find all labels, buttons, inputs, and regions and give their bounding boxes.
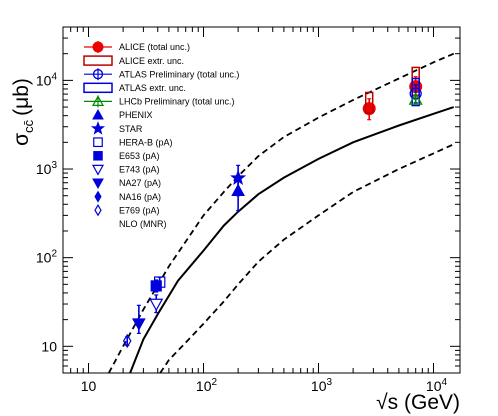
y-axis-title-unit: (μb) [10, 78, 33, 116]
data-point [149, 294, 164, 314]
x-axis-ticks: 10 102 103 104 [62, 27, 448, 394]
y-tick-label: 10 [41, 338, 57, 354]
legend-item: LHCb Preliminary (total unc.) [84, 95, 235, 108]
legend-item: E743 (pA) [91, 164, 160, 176]
y-tick-label: 102 [36, 249, 58, 266]
plot-area: 10 102 103 104 10 102 103 104 [36, 26, 461, 394]
y-axis-title-sub: cc̄ [21, 119, 36, 133]
curve-nlo-upper [108, 52, 455, 374]
legend-swatch [92, 41, 104, 53]
x-tick-label: 10 [81, 378, 97, 394]
x-tick-label: 102 [196, 377, 218, 394]
legend-item: ALICE extr. unc. [83, 55, 184, 66]
legend-swatch [83, 55, 113, 66]
data-point [230, 164, 247, 197]
data-point [364, 91, 374, 114]
curves-layer [108, 52, 455, 374]
y-axis-title-main: σ [10, 133, 33, 146]
y-tick-label: 104 [36, 71, 58, 88]
legend-label: NA27 (pA) [119, 178, 161, 188]
legend-item: NA27 (pA) [92, 178, 161, 190]
marker [122, 333, 132, 349]
legend-swatch [94, 204, 102, 217]
legend-swatch [90, 121, 106, 135]
legend-item: E653 (pA) [93, 151, 160, 161]
points-layer [122, 66, 423, 349]
plot-frame [62, 26, 461, 374]
legend-swatch [93, 151, 103, 161]
marker [149, 298, 164, 312]
legend-label: ATLAS extr. unc. [119, 83, 186, 93]
extrapolation-box [411, 77, 420, 107]
legend-label: E769 (pA) [119, 205, 160, 215]
marker [150, 280, 162, 292]
marker [230, 169, 247, 185]
legend-label: ATLAS Preliminary (total unc.) [119, 69, 239, 79]
legend-label: E653 (pA) [119, 151, 160, 161]
legend-item: NLO (MNR) [119, 219, 167, 229]
legend-swatch [91, 95, 105, 107]
legend-swatch [94, 190, 102, 203]
y-axis-ticks: 10 102 103 104 [36, 26, 460, 374]
extrapolation-box [364, 91, 374, 114]
legend-label: ALICE (total unc.) [119, 42, 190, 52]
legend-swatch [91, 164, 105, 176]
legend-swatch [92, 178, 104, 190]
marker [132, 318, 146, 331]
legend-label: HERA-B (pA) [119, 137, 173, 147]
y-axis-title: σcc̄ (μb) [10, 78, 36, 146]
legend-label: LHCb Preliminary (total unc.) [119, 97, 235, 107]
legend-label: STAR [119, 124, 143, 134]
legend-label: PHENIX [119, 110, 153, 120]
y-tick-label: 103 [36, 160, 58, 177]
legend-item: E769 (pA) [94, 204, 160, 217]
legend-item: ATLAS Preliminary (total unc.) [84, 68, 239, 81]
data-point [411, 77, 420, 107]
legend-label: E743 (pA) [119, 165, 160, 175]
legend-label: ALICE extr. unc. [119, 56, 184, 66]
legend: ALICE (total unc.) ALICE extr. unc. ATLAS … [83, 41, 239, 229]
x-tick-label: 103 [311, 377, 333, 394]
legend-item: HERA-B (pA) [93, 137, 173, 148]
marker [408, 92, 423, 105]
legend-swatch [92, 69, 104, 80]
legend-swatch [83, 82, 113, 94]
legend-swatch [93, 137, 103, 148]
legend-item: ALICE (total unc.) [84, 41, 190, 53]
legend-item: PHENIX [92, 108, 153, 120]
data-point [132, 304, 146, 334]
legend-item: NA16 (pA) [94, 190, 161, 203]
legend-label: NLO (MNR) [119, 219, 167, 229]
x-axis-title: √s (GeV) [376, 391, 460, 414]
legend-item: ATLAS extr. unc. [83, 82, 186, 94]
curve-nlo-central [129, 106, 455, 374]
data-point [408, 92, 423, 105]
svg-text:σcc̄(μb): σcc̄ (μb) [10, 78, 36, 146]
curve-nlo-lower [159, 143, 455, 374]
x-tick-label: 104 [426, 377, 448, 394]
data-point [122, 333, 132, 349]
legend-item: STAR [90, 121, 143, 135]
legend-swatch [92, 108, 104, 120]
data-point [150, 279, 162, 293]
legend-label: NA16 (pA) [119, 192, 161, 202]
